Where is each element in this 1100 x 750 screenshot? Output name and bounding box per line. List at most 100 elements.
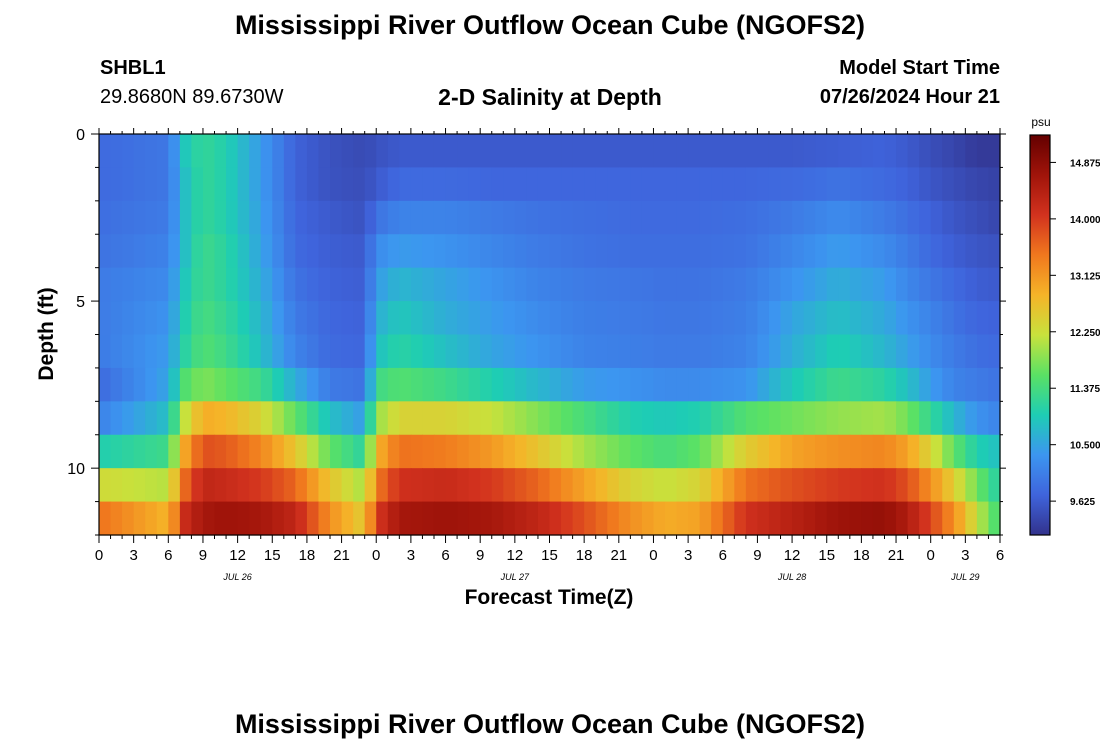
heatmap-cell xyxy=(399,200,412,235)
heatmap-cell xyxy=(838,434,851,469)
colorbar: psu 14.875 14.000 13.125 12.250 11.375 10.500… xyxy=(1029,115,1100,536)
x-date-label: JUL 26 xyxy=(222,572,251,582)
heatmap-cell xyxy=(526,468,539,503)
heatmap-cell xyxy=(191,134,204,169)
heatmap-cell xyxy=(191,234,204,269)
heatmap-cell xyxy=(826,234,839,269)
heatmap-cell xyxy=(584,334,597,369)
heatmap-cell xyxy=(145,401,158,436)
colorbar-tick-label: 14.000 xyxy=(1070,215,1100,226)
heatmap-cell xyxy=(792,301,805,336)
heatmap-cell xyxy=(156,401,169,436)
heatmap-cell xyxy=(665,234,678,269)
heatmap-cell xyxy=(237,401,250,436)
heatmap-cell xyxy=(965,200,978,235)
heatmap-cell xyxy=(99,134,112,169)
x-tick-label: 12 xyxy=(229,547,246,564)
heatmap-cell xyxy=(295,501,308,536)
heatmap-cell xyxy=(133,134,146,169)
heatmap-cell xyxy=(815,434,828,469)
heatmap-cell xyxy=(202,267,216,302)
heatmap-cell xyxy=(641,501,655,536)
heatmap-cell xyxy=(919,167,932,202)
heatmap-cell xyxy=(226,434,239,469)
heatmap-cell xyxy=(249,367,262,402)
heatmap-cell xyxy=(919,501,932,536)
heatmap-cell xyxy=(641,468,655,503)
heatmap-cell xyxy=(422,501,435,536)
heatmap-cell xyxy=(676,401,689,436)
heatmap-cell xyxy=(491,468,504,503)
heatmap-cell xyxy=(191,167,204,202)
heatmap-cell xyxy=(838,501,851,536)
heatmap-cell xyxy=(607,434,620,469)
heatmap-cell xyxy=(607,401,620,436)
heatmap-cell xyxy=(306,434,320,469)
heatmap-cell xyxy=(526,200,539,235)
heatmap-cell xyxy=(249,167,262,202)
heatmap-cell xyxy=(815,167,828,202)
x-tick-label: 6 xyxy=(719,547,727,564)
heatmap-cell xyxy=(445,200,458,235)
heatmap-cell xyxy=(734,234,747,269)
heatmap-cell xyxy=(295,367,308,402)
heatmap-cell xyxy=(376,167,389,202)
heatmap-cell xyxy=(202,134,216,169)
heatmap-cell xyxy=(110,167,123,202)
heatmap-cell xyxy=(422,200,435,235)
heatmap-cell xyxy=(896,134,909,169)
heatmap-cell xyxy=(179,234,193,269)
heatmap-cell xyxy=(433,401,447,436)
heatmap-cell xyxy=(907,501,920,536)
heatmap-cell xyxy=(699,401,712,436)
heatmap-cell xyxy=(410,234,424,269)
heatmap-cell xyxy=(988,167,1001,202)
heatmap-cell xyxy=(757,234,770,269)
heatmap-cell xyxy=(976,501,990,536)
heatmap-cell xyxy=(930,234,943,269)
heatmap-cell xyxy=(491,401,504,436)
heatmap-cell xyxy=(156,134,169,169)
heatmap-cell xyxy=(237,334,250,369)
heatmap-cell xyxy=(410,200,424,235)
heatmap-cell xyxy=(826,267,839,302)
heatmap-cell xyxy=(145,468,158,503)
heatmap-cell xyxy=(364,200,377,235)
heatmap-cell xyxy=(110,334,123,369)
heatmap-cell xyxy=(468,334,481,369)
heatmap-cell xyxy=(595,301,608,336)
heatmap-cell xyxy=(526,401,539,436)
x-tick-label: 21 xyxy=(333,547,350,564)
heatmap-cell xyxy=(202,200,216,235)
heatmap-cell xyxy=(272,501,285,536)
heatmap-cell xyxy=(838,401,851,436)
heatmap-cell xyxy=(919,434,932,469)
heatmap-cell xyxy=(688,367,701,402)
heatmap-cell xyxy=(99,234,112,269)
heatmap-cell xyxy=(156,234,169,269)
heatmap-cell xyxy=(353,367,366,402)
heatmap-cell xyxy=(318,401,331,436)
heatmap-cell xyxy=(549,167,562,202)
heatmap-cell xyxy=(526,501,539,536)
heatmap-cell xyxy=(572,267,585,302)
station-coordinates: 29.8680N 89.6730W xyxy=(100,86,284,108)
heatmap-cell xyxy=(884,134,897,169)
heatmap-cell xyxy=(572,468,585,503)
heatmap-cell xyxy=(942,468,955,503)
heatmap-cell xyxy=(803,301,816,336)
heatmap-cell xyxy=(376,234,389,269)
heatmap-cell xyxy=(179,267,193,302)
heatmap-cell xyxy=(480,134,493,169)
heatmap-cell xyxy=(630,234,643,269)
heatmap-cell xyxy=(872,301,886,336)
heatmap-cell xyxy=(468,167,481,202)
heatmap-cell xyxy=(584,401,597,436)
heatmap-cell xyxy=(872,401,886,436)
colorbar-tick-label: 9.625 xyxy=(1070,497,1095,508)
heatmap-cell xyxy=(792,401,805,436)
heatmap-cell xyxy=(849,134,862,169)
heatmap-cell xyxy=(272,468,285,503)
heatmap-cell xyxy=(433,301,447,336)
heatmap-cell xyxy=(595,334,608,369)
